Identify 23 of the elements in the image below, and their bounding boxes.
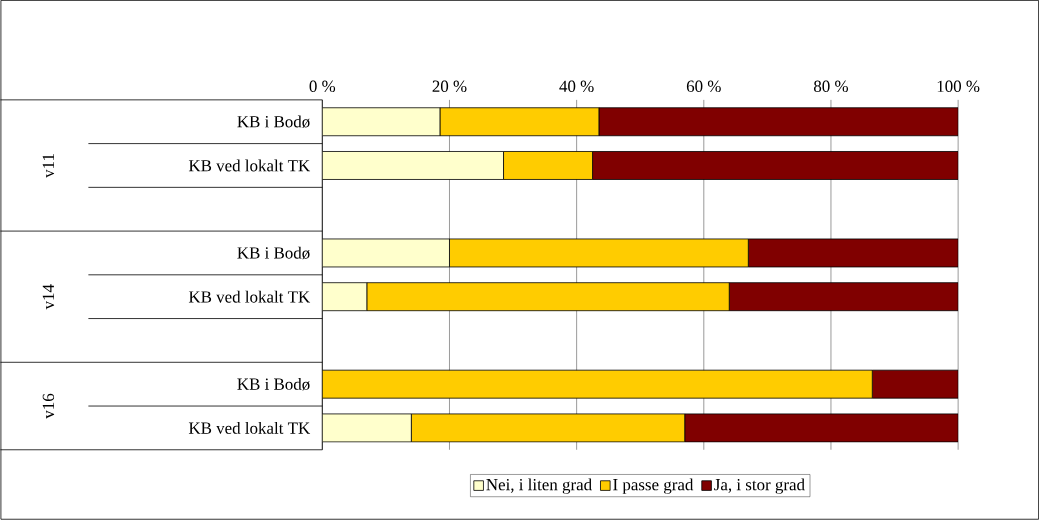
y-tick-label: KB ved lokalt TK: [188, 159, 311, 172]
text: v14: [42, 284, 55, 310]
text: v11: [42, 154, 55, 179]
y-tick-label: KB i Bodø: [237, 246, 310, 260]
x-tick-label: 20 %: [432, 80, 467, 93]
bar: [322, 413, 412, 443]
x-tick-label: 100 %: [937, 80, 980, 93]
text: v16: [42, 394, 55, 419]
y-tick-label: KB i Bodø: [237, 378, 310, 391]
bar: [322, 151, 504, 181]
y-tick-label: KB i Bodø: [237, 115, 310, 129]
bar: [322, 238, 450, 268]
bar: [322, 282, 368, 312]
legend-label: Ja, i stor grad: [714, 478, 805, 495]
legend-label: Nei, i liten grad: [486, 478, 592, 495]
bar: [322, 107, 441, 137]
x-tick-label: 40 %: [559, 80, 594, 93]
x-tick-label: 60 %: [686, 80, 721, 93]
y-tick-label: KB ved lokalt TK: [188, 290, 311, 303]
x-tick-label: 0 %: [309, 80, 336, 93]
legend-label: I passe grad: [613, 478, 694, 495]
x-tick-label: 80 %: [813, 80, 848, 93]
y-tick-label: KB ved lokalt TK: [188, 422, 311, 435]
